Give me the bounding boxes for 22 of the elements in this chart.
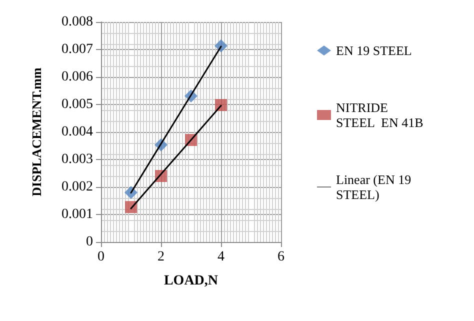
y-tick-label: 0.006 (62, 70, 93, 84)
x-tick-label: 0 (98, 250, 104, 264)
y-tick-label: 0.007 (62, 42, 93, 57)
point (215, 99, 227, 112)
point (124, 186, 138, 199)
point (125, 201, 137, 214)
y-tick-label: 0.002 (62, 180, 93, 194)
y-tick-label: 0.008 (62, 14, 93, 30)
y-axis-title: DISPLACEMENT.mm (29, 67, 44, 196)
x-tick-label: 6 (278, 250, 284, 264)
point (214, 39, 228, 52)
y-tick-label: 0.005 (62, 97, 93, 112)
y-tick-label: 0.001 (62, 207, 93, 222)
y-tick-label: 0.003 (62, 152, 93, 167)
legend-label: Linear (EN 19 STEEL) (336, 172, 414, 202)
x-axis-title: LOAD,N (164, 274, 218, 288)
y-tick-label: 0 (86, 234, 93, 250)
x-tick-label: 4 (218, 250, 224, 264)
legend-label: EN 19 STEEL (336, 43, 412, 58)
x-tick-label: 2 (158, 250, 164, 264)
legend-label: NITRIDE STEEL EN 41B (336, 100, 424, 130)
y-tick-label: 0.004 (62, 124, 93, 140)
